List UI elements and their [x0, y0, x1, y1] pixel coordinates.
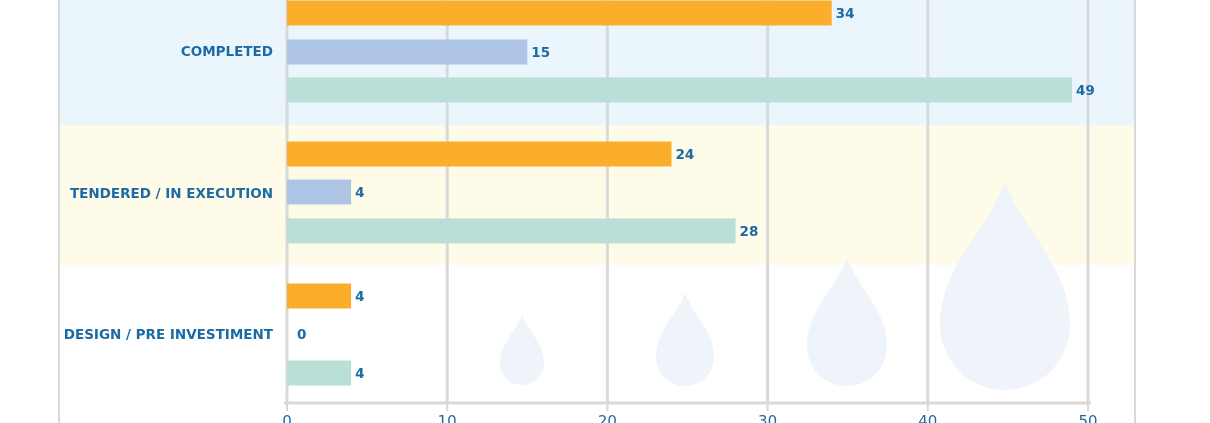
category-label: TENDERED / IN EXECUTION [70, 186, 273, 202]
value-label: 49 [1076, 83, 1095, 99]
value-label: 24 [675, 147, 694, 163]
value-label: 28 [740, 224, 759, 240]
x-tick-label: 30 [758, 412, 777, 423]
water-drop-icons [500, 182, 1070, 390]
water-drop-icon [656, 293, 714, 386]
value-label: 0 [297, 327, 306, 343]
value-label: 34 [836, 6, 855, 22]
water-drop-icon [807, 258, 887, 386]
x-tick-label: 0 [282, 412, 292, 423]
bars [287, 0, 1072, 386]
chart-frame [58, 0, 1136, 423]
water-drop-icon [500, 315, 544, 385]
value-label: 4 [355, 366, 364, 382]
bar [287, 141, 672, 167]
value-label: 4 [355, 185, 364, 201]
bar [287, 283, 352, 309]
bar [287, 39, 528, 65]
bar [287, 77, 1072, 103]
bar [287, 218, 736, 244]
bar [287, 0, 832, 26]
x-tick-label: 40 [918, 412, 937, 423]
bar [287, 179, 352, 205]
x-tick-label: 10 [438, 412, 457, 423]
bar [287, 360, 352, 386]
water-drop-icon [940, 182, 1070, 390]
category-label: COMPLETED [181, 44, 273, 60]
x-tick-label: 50 [1078, 412, 1097, 423]
x-tick-label: 20 [598, 412, 617, 423]
value-label: 4 [355, 289, 364, 305]
value-label: 15 [531, 45, 550, 61]
category-label: DESIGN / PRE INVESTIMENT [64, 327, 274, 343]
